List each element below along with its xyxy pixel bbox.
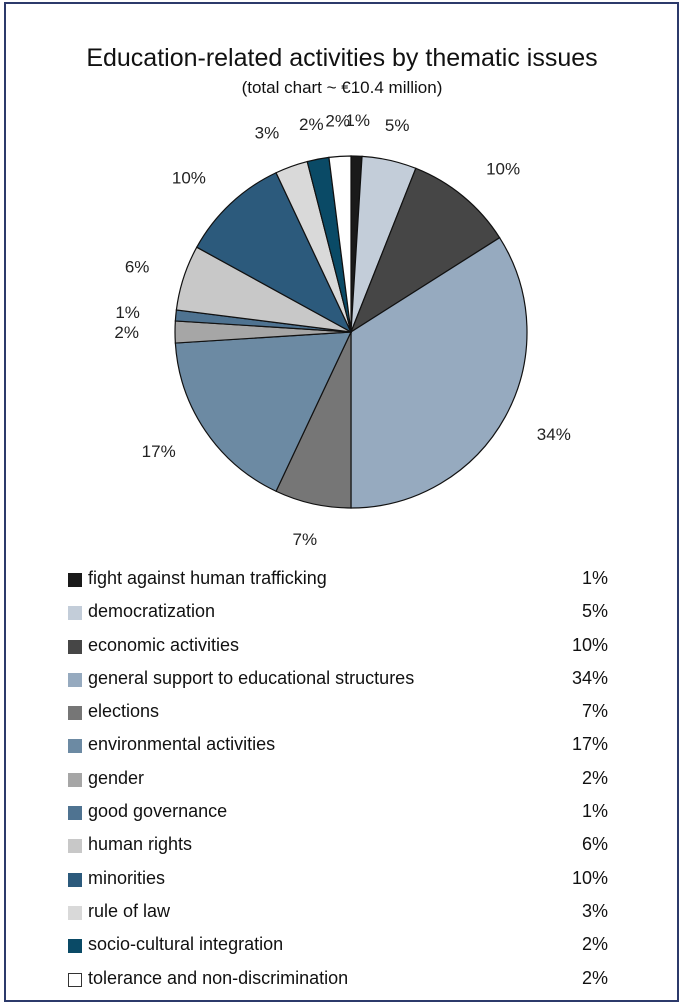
legend-label: good governance	[88, 801, 228, 822]
chart-subtitle: (total chart ~ €10.4 million)	[241, 78, 443, 97]
legend-item: rule of law 3%	[68, 899, 608, 932]
pie-slice-5	[174, 331, 352, 493]
legend-label: human rights	[88, 834, 193, 855]
legend-percent: 1%	[581, 568, 608, 588]
pie-data-label-1: 5%	[385, 116, 410, 135]
legend-percent: 3%	[581, 900, 608, 921]
pie-data-label-8: 6%	[125, 258, 150, 277]
legend-label: fight against human trafficking	[88, 568, 327, 588]
legend-swatch	[68, 606, 82, 621]
pie-slice-9	[195, 171, 353, 334]
legend-swatch	[68, 706, 82, 721]
legend-percent: 10%	[571, 634, 608, 655]
pie-slice-2	[349, 167, 501, 334]
legend-percent: 10%	[571, 867, 608, 888]
legend-item: environmental activities 17%	[68, 732, 608, 765]
legend-label: democratization	[88, 601, 216, 622]
pie-data-label-5: 17%	[142, 442, 176, 461]
pie-data-label-7: 1%	[115, 303, 140, 322]
legend-percent: 34%	[571, 667, 608, 688]
pie-chart: 1% 5%10%34%7%17%2%1%6%10%3% 2% 2%	[114, 111, 571, 549]
legend-percent: 7%	[581, 701, 608, 722]
legend-swatch	[68, 939, 82, 954]
pie-data-label-3: 34%	[537, 425, 571, 444]
legend-label: elections	[88, 701, 160, 722]
legend-swatch	[68, 772, 82, 787]
legend-label: general support to educational structure…	[88, 667, 415, 688]
pie-slice-3	[350, 236, 528, 509]
legend-item: democratization 5%	[68, 599, 608, 632]
legend-item: economic activities 10%	[68, 633, 608, 666]
pie-data-label-4: 7%	[293, 530, 318, 549]
legend-percent: 1%	[581, 801, 608, 822]
legend-swatch	[68, 872, 82, 887]
pie-data-label-2: 10%	[486, 160, 520, 179]
legend-item: good governance 1%	[68, 799, 608, 832]
legend-item: minorities 10%	[68, 866, 608, 899]
legend-swatch	[68, 639, 82, 654]
legend-item: fight against human trafficking 1%	[68, 566, 608, 599]
legend-item: gender 2%	[68, 766, 608, 799]
legend-swatch	[68, 573, 82, 587]
pie-data-label-12: 2%	[325, 111, 350, 130]
pie-data-label-11: 2%	[299, 115, 324, 134]
legend-label: economic activities	[88, 634, 240, 655]
legend-percent: 17%	[571, 734, 608, 755]
chart-legend: fight against human trafficking 1% democra…	[68, 566, 608, 999]
legend-swatch	[68, 972, 82, 987]
pie-slice-12	[328, 155, 352, 333]
legend-percent: 5%	[581, 601, 608, 622]
legend-swatch	[68, 739, 82, 754]
legend-percent: 2%	[581, 767, 608, 788]
legend-swatch	[68, 672, 82, 687]
legend-item: general support to educational structure…	[68, 666, 608, 699]
legend-percent: 6%	[581, 834, 608, 855]
legend-item: human rights 6%	[68, 832, 608, 865]
legend-swatch	[68, 806, 82, 821]
legend-label: tolerance and non-discrimination	[88, 967, 349, 988]
chart-title: Education-related activities by thematic…	[86, 44, 598, 72]
legend-swatch	[68, 905, 82, 920]
legend-percent: 2%	[581, 934, 608, 955]
pie-data-label-9: 10%	[172, 169, 206, 188]
legend-label: gender	[88, 767, 145, 788]
legend-item: socio-cultural integration 2%	[68, 932, 608, 965]
legend-swatch	[68, 839, 82, 854]
legend-label: socio-cultural integration	[88, 934, 284, 955]
legend-item: elections 7%	[68, 699, 608, 732]
pie-data-label-10: 3%	[255, 124, 280, 143]
legend-item: tolerance and non-discrimination 2%	[68, 966, 608, 999]
pie-data-label-6: 2%	[114, 323, 139, 342]
legend-percent: 2%	[581, 967, 608, 988]
legend-label: rule of law	[88, 900, 171, 921]
legend-label: minorities	[88, 867, 166, 888]
legend-label: environmental activities	[88, 734, 276, 755]
pie-data-label-0: 1%	[345, 111, 370, 130]
